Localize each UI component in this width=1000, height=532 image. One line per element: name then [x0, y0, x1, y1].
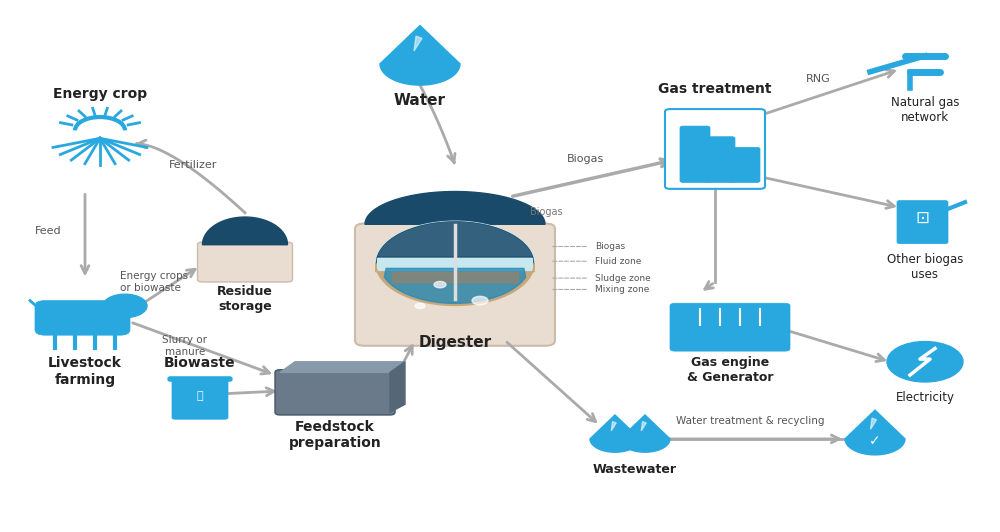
Polygon shape	[620, 415, 670, 452]
FancyBboxPatch shape	[355, 223, 555, 346]
Text: Gas treatment: Gas treatment	[658, 82, 772, 96]
Text: Water: Water	[394, 93, 446, 108]
Polygon shape	[202, 217, 288, 245]
Circle shape	[415, 303, 425, 309]
Text: Gas engine
& Generator: Gas engine & Generator	[687, 356, 773, 385]
Polygon shape	[376, 221, 534, 263]
Polygon shape	[414, 36, 422, 51]
Polygon shape	[380, 26, 460, 85]
Circle shape	[887, 342, 963, 382]
Text: Energy crops
or biowaste: Energy crops or biowaste	[120, 271, 188, 293]
Polygon shape	[641, 421, 646, 431]
Text: Electricity: Electricity	[896, 391, 954, 404]
Circle shape	[472, 296, 488, 305]
Text: Biogas: Biogas	[566, 154, 604, 164]
Polygon shape	[280, 362, 405, 372]
Text: Fertilizer: Fertilizer	[169, 160, 217, 170]
Text: Fluid zone: Fluid zone	[595, 257, 641, 265]
Text: Digester: Digester	[418, 335, 492, 350]
Text: Feedstock
preparation: Feedstock preparation	[289, 420, 381, 451]
Circle shape	[103, 294, 147, 318]
Text: Residue
storage: Residue storage	[217, 285, 273, 313]
Polygon shape	[611, 421, 616, 431]
FancyBboxPatch shape	[172, 379, 228, 419]
Text: Biogas: Biogas	[595, 242, 625, 251]
Polygon shape	[365, 192, 545, 225]
FancyBboxPatch shape	[35, 301, 130, 335]
Text: Other biogas
uses: Other biogas uses	[887, 253, 963, 281]
Polygon shape	[384, 269, 526, 303]
FancyBboxPatch shape	[197, 242, 292, 282]
Polygon shape	[845, 410, 905, 455]
Text: Biogas: Biogas	[530, 207, 563, 218]
Text: Sludge zone: Sludge zone	[595, 273, 651, 282]
FancyBboxPatch shape	[730, 147, 760, 182]
FancyBboxPatch shape	[705, 137, 735, 182]
FancyBboxPatch shape	[680, 126, 710, 182]
Text: Wastewater: Wastewater	[593, 463, 677, 476]
Text: Energy crop: Energy crop	[53, 87, 147, 101]
Polygon shape	[376, 263, 534, 305]
Polygon shape	[390, 362, 405, 412]
Polygon shape	[870, 418, 876, 429]
Text: Slurry or
manure: Slurry or manure	[162, 335, 208, 357]
Text: Livestock
farming: Livestock farming	[48, 356, 122, 387]
FancyBboxPatch shape	[275, 370, 395, 415]
FancyBboxPatch shape	[670, 303, 790, 351]
Polygon shape	[392, 272, 518, 282]
Polygon shape	[590, 415, 640, 452]
Text: ⊡: ⊡	[915, 209, 929, 227]
Text: Natural gas
network: Natural gas network	[891, 96, 959, 124]
Circle shape	[376, 221, 534, 305]
FancyBboxPatch shape	[897, 201, 948, 244]
Text: 🌿: 🌿	[197, 392, 203, 401]
Text: Biowaste: Biowaste	[164, 356, 236, 370]
Text: ✓: ✓	[869, 435, 881, 448]
Text: RNG: RNG	[806, 74, 830, 85]
Text: Feed: Feed	[35, 226, 61, 236]
Text: Water treatment & recycling: Water treatment & recycling	[676, 415, 824, 426]
Circle shape	[434, 281, 446, 288]
FancyBboxPatch shape	[665, 109, 765, 189]
Text: Mixing zone: Mixing zone	[595, 285, 649, 294]
